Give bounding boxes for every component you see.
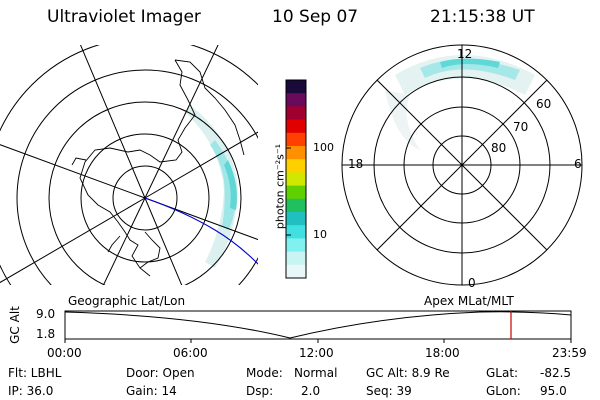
- time-label: 21:15:38 UT: [430, 7, 535, 27]
- time-tick-1200: 12:00: [299, 346, 334, 360]
- mode-value: Normal: [294, 366, 338, 380]
- instrument-title: Ultraviolet Imager: [47, 7, 201, 27]
- filter-readout: Flt: LBHL: [8, 366, 62, 380]
- time-tick-1800: 18:00: [425, 346, 460, 360]
- altitude-ytick-low: 1.8: [36, 327, 56, 341]
- date-label: 10 Sep 07: [272, 7, 359, 27]
- mode-label: Mode:: [246, 366, 283, 380]
- colorbar-segment: [286, 172, 306, 187]
- colorbar-segment: [286, 119, 306, 134]
- colorbar-segment: [286, 132, 306, 147]
- altitude-plot-frame: [64, 310, 572, 340]
- colorbar-segment: [286, 106, 306, 121]
- time-tick-0000: 00:00: [47, 346, 82, 360]
- mlat-label-70: 70: [513, 120, 529, 134]
- mlt-map-title: Apex MLat/MLT: [424, 294, 514, 308]
- latitude-circles: [0, 45, 258, 285]
- colorbar-segment: [286, 225, 306, 239]
- glat-value: -82.5: [540, 366, 572, 380]
- altitude-ytick-high: 9.0: [36, 307, 56, 321]
- altitude-ylabel: GC Alt: [8, 306, 22, 344]
- colorbar-frame: [285, 79, 307, 279]
- colorbar-segment: [286, 93, 306, 107]
- colorbar-segment: [286, 185, 306, 200]
- colorbar-segment: [286, 238, 306, 253]
- dsp-label: Dsp:: [246, 384, 274, 398]
- satellite-track: [144, 197, 258, 265]
- time-tick-2359: 23:59: [552, 346, 587, 360]
- altitude-curve: [64, 311, 572, 339]
- colorbar-segment: [286, 264, 306, 279]
- door-readout: Door: Open: [126, 366, 195, 380]
- mlt-grid: [341, 44, 583, 286]
- colorbar-segment: [286, 251, 306, 266]
- gc-alt-readout: GC Alt: 8.9 Re: [366, 366, 450, 380]
- colorbar-label-10: 10: [313, 228, 327, 241]
- glon-label: GLon:: [486, 384, 521, 398]
- gain-readout: Gain: 14: [126, 384, 177, 398]
- colorbar-segment: [286, 146, 306, 160]
- time-tick-0600: 06:00: [173, 346, 208, 360]
- meridians: [0, 45, 258, 285]
- mlt-label-6: 6: [574, 157, 582, 171]
- mlt-label-0: 0: [468, 276, 476, 290]
- mlt-map-aurora: [385, 55, 535, 150]
- mlt-label-12: 12: [457, 47, 473, 61]
- mlat-label-60: 60: [536, 97, 552, 111]
- colorbar-segment: [286, 159, 306, 173]
- altitude-ticks: [64, 339, 572, 343]
- dsp-value: 2.0: [301, 384, 321, 398]
- colorbar: [286, 80, 306, 279]
- geographic-map-title: Geographic Lat/Lon: [68, 294, 186, 308]
- colorbar-segment: [286, 80, 306, 94]
- mlat-label-80: 80: [491, 141, 507, 155]
- colorbar-segment: [286, 198, 306, 213]
- colorbar-segment: [286, 212, 306, 226]
- mlt-label-18: 18: [348, 157, 364, 171]
- colorbar-unit-label: photon cm⁻²s⁻¹: [273, 143, 287, 230]
- ip-readout: IP: 36.0: [8, 384, 54, 398]
- coastline: [71, 59, 245, 277]
- geographic-map: [0, 45, 258, 285]
- colorbar-label-100: 100: [313, 141, 334, 154]
- glon-value: 95.0: [540, 384, 567, 398]
- glat-label: GLat:: [486, 366, 519, 380]
- seq-readout: Seq: 39: [366, 384, 412, 398]
